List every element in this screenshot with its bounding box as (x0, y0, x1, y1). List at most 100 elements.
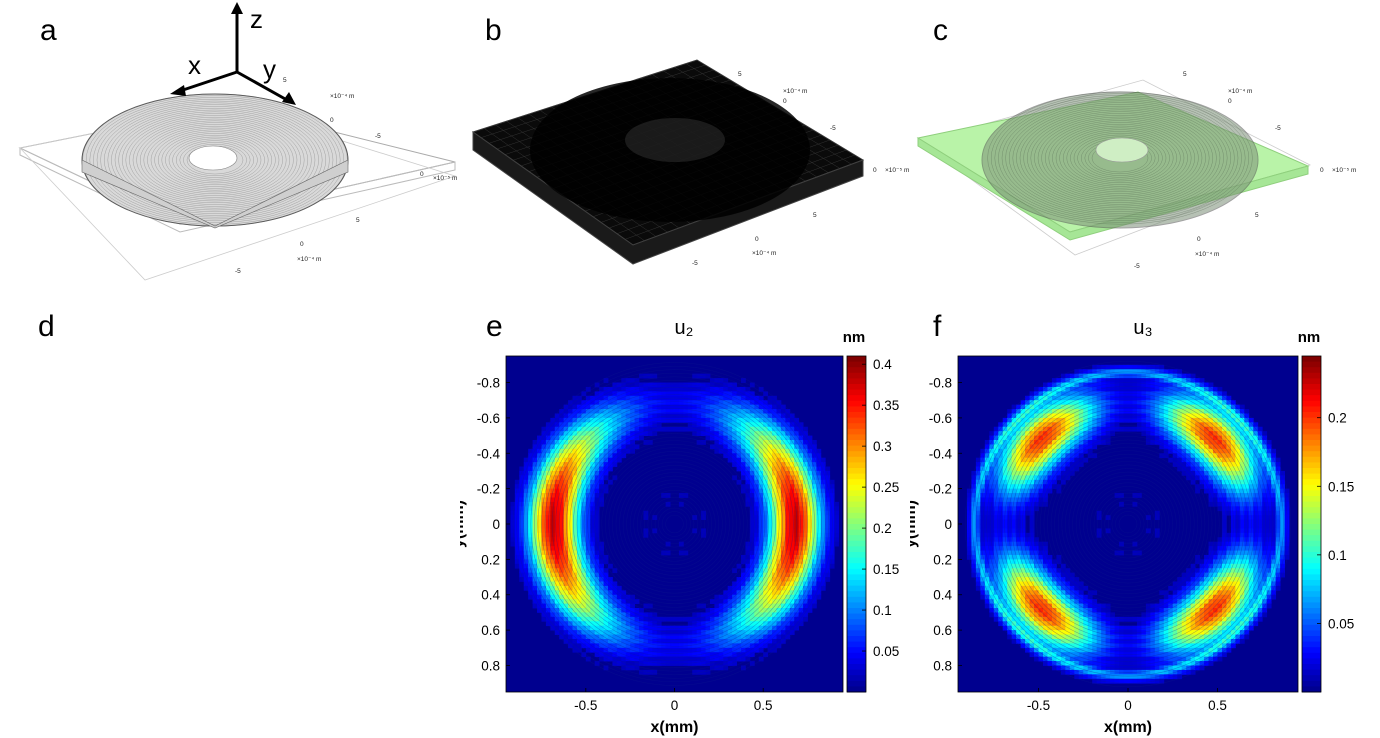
axes-triad (170, 2, 296, 105)
heat-cell (634, 444, 640, 450)
heat-cell (718, 616, 724, 622)
heat-cell (599, 554, 604, 560)
heat-cell (652, 643, 658, 649)
heat-cell (607, 652, 613, 658)
heat-cell (572, 577, 578, 582)
heat-cell (581, 417, 587, 423)
heat-cell (670, 656, 675, 662)
heat-cell (528, 568, 533, 574)
heat-cell (714, 391, 720, 397)
heat-cell (585, 444, 591, 450)
heat-cell (616, 612, 622, 618)
heat-cell (639, 391, 644, 397)
heat-cell (701, 638, 706, 644)
heat-cell (594, 470, 600, 476)
heat-cell (532, 563, 538, 569)
heat-cell (576, 643, 582, 649)
heat-cell (581, 440, 587, 445)
heat-cell (718, 417, 724, 423)
heat-cell (603, 665, 609, 671)
heat-cell (519, 488, 525, 494)
heat-cell (612, 409, 618, 414)
heat-cell (514, 497, 520, 503)
coil-turn (111, 107, 319, 213)
heat-cell (519, 541, 525, 547)
heat-cell (514, 501, 520, 507)
heat-cell (550, 519, 556, 525)
heat-cell (599, 462, 604, 467)
tick-a-5: 5 (283, 77, 287, 84)
heat-cell (630, 422, 635, 428)
heat-cell (537, 546, 542, 551)
heat-cell (616, 444, 622, 450)
heat-cell (603, 422, 609, 428)
heat-cell (634, 665, 640, 671)
heat-cell (585, 400, 591, 406)
heat-cell (674, 634, 680, 640)
heat-cell (528, 546, 533, 551)
heat-cell (545, 422, 551, 428)
heat-cell (661, 652, 667, 658)
heat-cell (639, 638, 644, 644)
heat-cell (559, 413, 565, 419)
heat-cell (581, 475, 587, 481)
heat-cell (718, 652, 724, 658)
heat-cell (554, 537, 560, 543)
heat-cell (590, 422, 596, 428)
heat-cell (701, 656, 706, 662)
heat-cell (519, 572, 525, 578)
heat-cell (701, 515, 706, 520)
heat-cell (639, 612, 644, 618)
heat-cell (563, 546, 569, 551)
heat-cell (634, 400, 640, 406)
heat-cell (568, 585, 573, 591)
heat-cell (532, 515, 538, 520)
heat-cell (630, 616, 635, 622)
heat-cell (581, 554, 587, 560)
heat-cell (709, 612, 715, 618)
heat-cell (585, 603, 591, 609)
heat-cell (652, 431, 658, 436)
heat-cell (630, 431, 635, 436)
heat-cell (714, 638, 720, 644)
heat-cell (607, 577, 613, 582)
heat-cell (572, 612, 578, 618)
heat-cell (576, 409, 582, 414)
heat-cell (687, 634, 693, 640)
heat-cell (723, 603, 729, 609)
heat-cell (572, 462, 578, 467)
heat-cell (541, 541, 547, 547)
heat-cell (523, 524, 529, 529)
heat-cell (621, 590, 627, 596)
heat-cell (568, 577, 573, 582)
heat-cell (661, 661, 667, 666)
heat-cell (656, 404, 662, 410)
heat-cell (621, 638, 627, 644)
heat-cell (612, 475, 618, 481)
coil-turn (1059, 127, 1181, 189)
heat-cell (656, 621, 662, 627)
heat-cell (599, 417, 604, 423)
heat-cell (581, 431, 587, 436)
heat-cell (594, 594, 600, 600)
heat-cell (647, 373, 653, 379)
heat-cell (572, 457, 578, 463)
coil-turn (987, 91, 1253, 225)
heat-cell (643, 409, 649, 414)
heat-cell (554, 515, 560, 520)
heat-cell (687, 382, 693, 388)
heat-cell (576, 581, 582, 587)
heat-cell (554, 497, 560, 503)
heat-cell (541, 524, 547, 529)
heat-cell (554, 630, 560, 635)
heat-cell (545, 444, 551, 450)
heat-cell (528, 572, 533, 578)
heat-cell (585, 559, 591, 565)
heat-cell (532, 501, 538, 507)
heat-cell (665, 386, 671, 392)
heat-cell (701, 532, 706, 538)
heat-cell (612, 661, 618, 666)
heat-cell (683, 630, 689, 635)
tick-a-unit4: ×10⁻⁴ m (330, 93, 354, 100)
heat-cell (519, 532, 525, 538)
